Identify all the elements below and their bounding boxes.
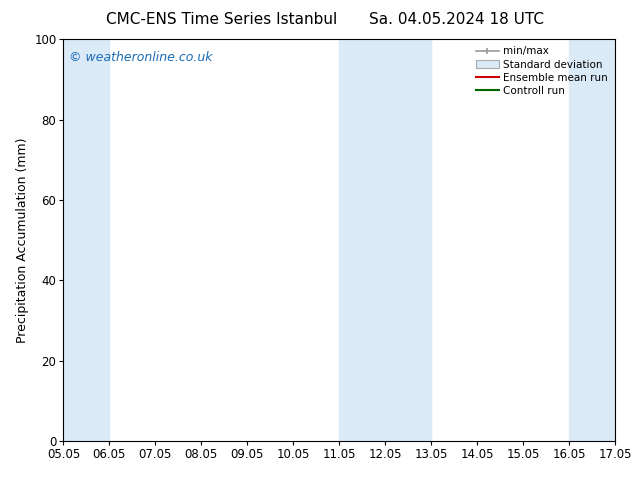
Legend: min/max, Standard deviation, Ensemble mean run, Controll run: min/max, Standard deviation, Ensemble me…	[474, 45, 610, 98]
Y-axis label: Precipitation Accumulation (mm): Precipitation Accumulation (mm)	[16, 137, 29, 343]
Bar	[63, 39, 110, 441]
Text: Sa. 04.05.2024 18 UTC: Sa. 04.05.2024 18 UTC	[369, 12, 544, 27]
Bar	[569, 39, 634, 441]
Text: © weatheronline.co.uk: © weatheronline.co.uk	[69, 51, 212, 64]
Bar	[339, 39, 431, 441]
Text: CMC-ENS Time Series Istanbul: CMC-ENS Time Series Istanbul	[107, 12, 337, 27]
